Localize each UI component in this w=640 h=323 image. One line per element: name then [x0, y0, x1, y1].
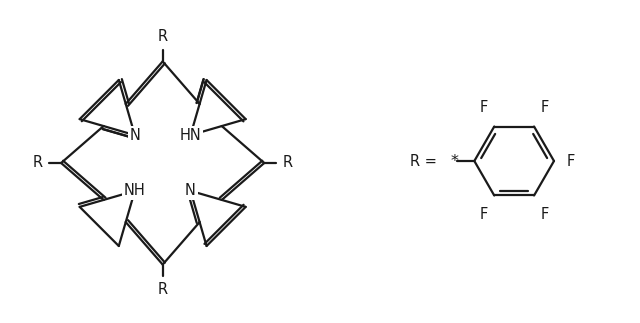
Text: NH: NH [124, 183, 146, 198]
Text: F: F [541, 207, 548, 222]
Text: R: R [282, 155, 292, 171]
Text: R: R [157, 28, 168, 44]
Text: HN: HN [180, 128, 202, 143]
Text: F: F [567, 153, 575, 169]
Text: R: R [33, 155, 43, 171]
Text: F: F [479, 207, 488, 222]
Text: N: N [129, 128, 140, 143]
Text: R: R [157, 283, 168, 297]
Text: F: F [541, 100, 548, 115]
Text: F: F [479, 100, 488, 115]
Text: N: N [185, 183, 196, 198]
Text: R =: R = [410, 153, 436, 169]
Text: *: * [451, 153, 458, 169]
